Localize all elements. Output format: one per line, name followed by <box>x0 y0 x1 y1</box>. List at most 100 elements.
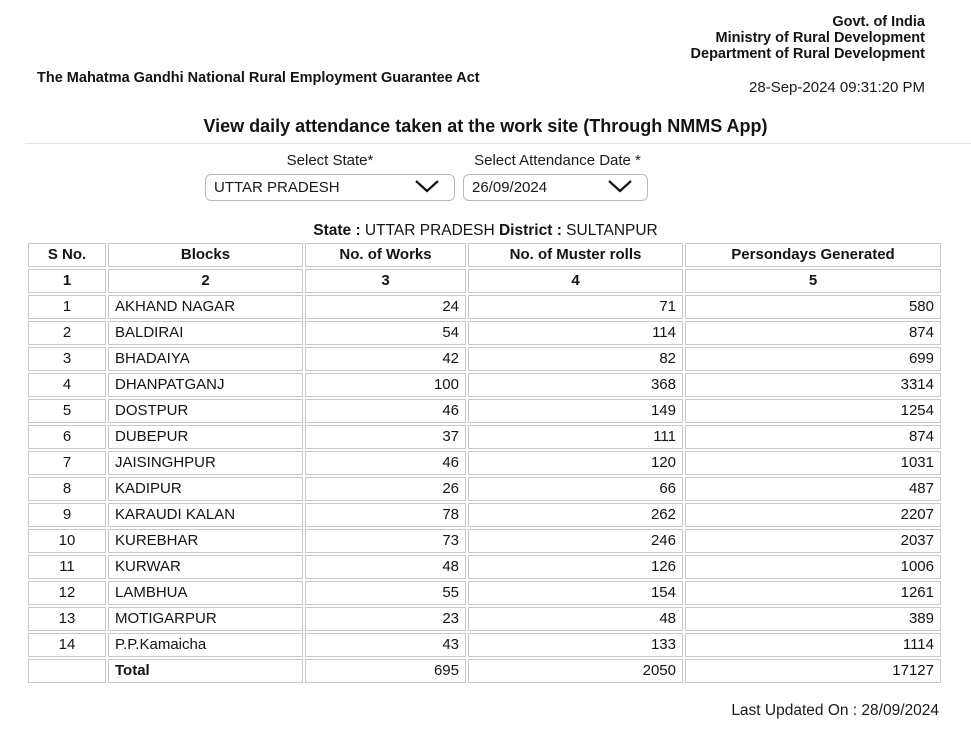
persondays-cell: 389 <box>685 607 941 631</box>
works-cell: 46 <box>305 451 466 475</box>
table-row: 7 JAISINGHPUR 46 120 1031 <box>28 451 941 475</box>
state-label: State : <box>313 222 361 239</box>
block-cell: DHANPATGANJ <box>108 373 303 397</box>
works-cell: 73 <box>305 529 466 553</box>
muster-cell: 120 <box>468 451 683 475</box>
column-number: 4 <box>468 269 683 293</box>
table-row: 14 P.P.Kamaicha 43 133 1114 <box>28 633 941 657</box>
sno-cell: 2 <box>28 321 106 345</box>
table-row: 1 AKHAND NAGAR 24 71 580 <box>28 295 941 319</box>
block-cell: DUBEPUR <box>108 425 303 449</box>
block-cell: KURWAR <box>108 555 303 579</box>
attendance-date-select[interactable]: 26/09/2024 <box>463 174 648 201</box>
table-header-row: S No. Blocks No. of Works No. of Muster … <box>28 243 941 267</box>
muster-cell: 48 <box>468 607 683 631</box>
block-cell: KARAUDI KALAN <box>108 503 303 527</box>
state-select-value: UTTAR PRADESH <box>214 179 340 196</box>
select-attendance-date-label: Select Attendance Date * <box>474 152 641 169</box>
table-row: 9 KARAUDI KALAN 78 262 2207 <box>28 503 941 527</box>
total-row: Total 695 2050 17127 <box>28 659 941 683</box>
works-cell: 26 <box>305 477 466 501</box>
table-row: 3 BHADAIYA 42 82 699 <box>28 347 941 371</box>
persondays-cell: 1114 <box>685 633 941 657</box>
chevron-down-icon <box>414 179 440 197</box>
table-row: 13 MOTIGARPUR 23 48 389 <box>28 607 941 631</box>
department-line: Department of Rural Development <box>690 46 925 62</box>
persondays-cell: 1031 <box>685 451 941 475</box>
muster-cell: 154 <box>468 581 683 605</box>
sno-cell: 8 <box>28 477 106 501</box>
muster-cell: 114 <box>468 321 683 345</box>
sno-cell: 11 <box>28 555 106 579</box>
state-select[interactable]: UTTAR PRADESH <box>205 174 455 201</box>
total-persondays-cell: 17127 <box>685 659 941 683</box>
table-row: 4 DHANPATGANJ 100 368 3314 <box>28 373 941 397</box>
chevron-down-icon <box>607 179 633 197</box>
persondays-cell: 2037 <box>685 529 941 553</box>
sno-cell: 3 <box>28 347 106 371</box>
total-works-cell: 695 <box>305 659 466 683</box>
muster-cell: 111 <box>468 425 683 449</box>
table-row: 10 KUREBHAR 73 246 2037 <box>28 529 941 553</box>
muster-cell: 246 <box>468 529 683 553</box>
table-row: 8 KADIPUR 26 66 487 <box>28 477 941 501</box>
block-cell: AKHAND NAGAR <box>108 295 303 319</box>
works-cell: 37 <box>305 425 466 449</box>
block-cell: BALDIRAI <box>108 321 303 345</box>
sno-cell: 6 <box>28 425 106 449</box>
muster-cell: 71 <box>468 295 683 319</box>
works-cell: 23 <box>305 607 466 631</box>
muster-cell: 82 <box>468 347 683 371</box>
persondays-cell: 580 <box>685 295 941 319</box>
sno-cell: 13 <box>28 607 106 631</box>
muster-cell: 149 <box>468 399 683 423</box>
works-cell: 55 <box>305 581 466 605</box>
total-muster-cell: 2050 <box>468 659 683 683</box>
col-header-persondays: Persondays Generated <box>685 243 941 267</box>
table-row: 12 LAMBHUA 55 154 1261 <box>28 581 941 605</box>
sno-cell: 4 <box>28 373 106 397</box>
sno-cell: 7 <box>28 451 106 475</box>
column-number-row: 1 2 3 4 5 <box>28 269 941 293</box>
block-cell: KUREBHAR <box>108 529 303 553</box>
col-header-muster-rolls: No. of Muster rolls <box>468 243 683 267</box>
column-number: 5 <box>685 269 941 293</box>
govt-header-block: Govt. of India Ministry of Rural Develop… <box>691 14 925 62</box>
sno-cell: 9 <box>28 503 106 527</box>
block-cell: DOSTPUR <box>108 399 303 423</box>
col-header-works: No. of Works <box>305 243 466 267</box>
muster-cell: 368 <box>468 373 683 397</box>
persondays-cell: 1254 <box>685 399 941 423</box>
district-label: District : <box>498 222 562 239</box>
state-value: UTTAR PRADESH <box>360 222 499 239</box>
column-number: 3 <box>305 269 466 293</box>
title-divider <box>25 143 971 144</box>
state-district-line: State : UTTAR PRADESH District : SULTANP… <box>0 222 971 240</box>
column-number: 2 <box>108 269 303 293</box>
block-cell: P.P.Kamaicha <box>108 633 303 657</box>
persondays-cell: 1006 <box>685 555 941 579</box>
sno-cell: 10 <box>28 529 106 553</box>
mgnrega-act-title: The Mahatma Gandhi National Rural Employ… <box>37 70 480 86</box>
sno-cell: 14 <box>28 633 106 657</box>
sno-cell: 5 <box>28 399 106 423</box>
persondays-cell: 1261 <box>685 581 941 605</box>
table-row: 5 DOSTPUR 46 149 1254 <box>28 399 941 423</box>
persondays-cell: 874 <box>685 321 941 345</box>
muster-cell: 133 <box>468 633 683 657</box>
muster-cell: 66 <box>468 477 683 501</box>
ministry-line: Ministry of Rural Development <box>715 30 925 46</box>
table-row: 6 DUBEPUR 37 111 874 <box>28 425 941 449</box>
sno-cell: 1 <box>28 295 106 319</box>
muster-cell: 126 <box>468 555 683 579</box>
col-header-sno: S No. <box>28 243 106 267</box>
block-cell: LAMBHUA <box>108 581 303 605</box>
table-row: 2 BALDIRAI 54 114 874 <box>28 321 941 345</box>
block-cell: JAISINGHPUR <box>108 451 303 475</box>
attendance-date-select-value: 26/09/2024 <box>472 179 548 196</box>
works-cell: 48 <box>305 555 466 579</box>
block-cell: MOTIGARPUR <box>108 607 303 631</box>
works-cell: 54 <box>305 321 466 345</box>
page-title: View daily attendance taken at the work … <box>203 116 768 136</box>
